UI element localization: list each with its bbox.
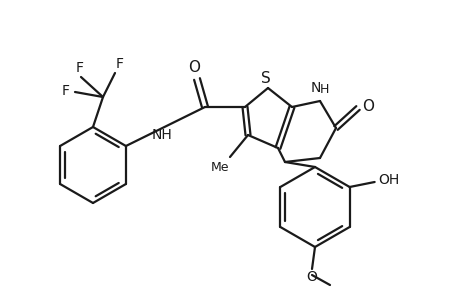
Text: Me: Me — [210, 160, 229, 173]
Text: NH: NH — [152, 128, 173, 142]
Text: S: S — [261, 70, 270, 86]
Text: H: H — [319, 82, 328, 95]
Text: O: O — [306, 270, 317, 284]
Text: O: O — [361, 98, 373, 113]
Text: F: F — [116, 57, 124, 71]
Text: O: O — [188, 59, 200, 74]
Text: F: F — [76, 61, 84, 75]
Text: N: N — [310, 81, 320, 95]
Text: OH: OH — [377, 173, 398, 187]
Text: F: F — [62, 84, 70, 98]
